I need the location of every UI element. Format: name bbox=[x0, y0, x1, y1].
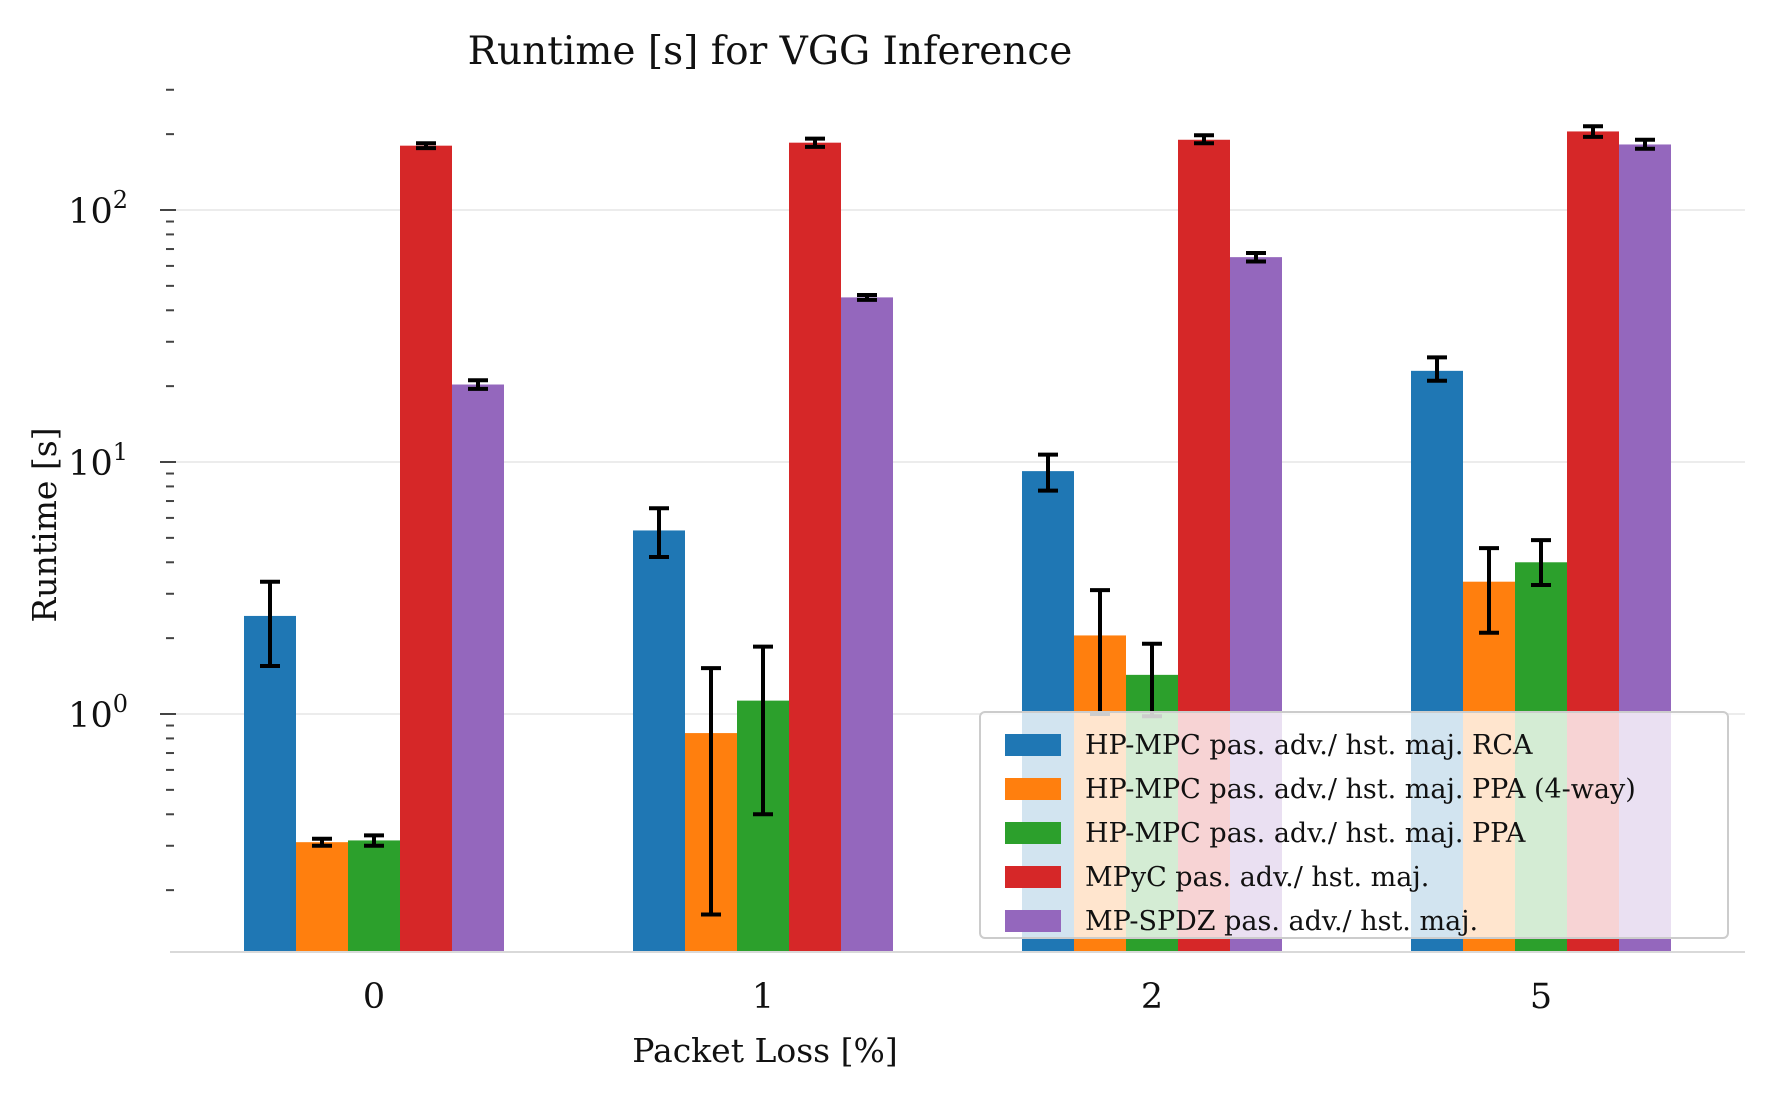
x-tick-label: 1 bbox=[752, 977, 774, 1017]
y-tick-label: 100 bbox=[68, 690, 128, 736]
legend-swatch bbox=[1005, 778, 1061, 800]
bar bbox=[633, 530, 685, 952]
y-axis-ticks: 100 101 102 bbox=[68, 88, 176, 892]
x-tick-label: 5 bbox=[1530, 977, 1552, 1017]
bar bbox=[789, 142, 841, 952]
legend-label: HP-MPC pas. adv./ hst. maj. PPA (4-way) bbox=[1085, 774, 1636, 805]
y-tick-label: 102 bbox=[68, 186, 128, 232]
x-tick-label: 0 bbox=[363, 977, 385, 1017]
y-axis-label: Runtime [s] bbox=[25, 427, 64, 622]
x-tick-label: 2 bbox=[1141, 977, 1163, 1017]
bar bbox=[400, 145, 452, 952]
bar bbox=[841, 297, 893, 952]
legend-label: MPyC pas. adv./ hst. maj. bbox=[1085, 862, 1429, 893]
legend-label: HP-MPC pas. adv./ hst. maj. PPA bbox=[1085, 818, 1526, 849]
legend-label: HP-MPC pas. adv./ hst. maj. RCA bbox=[1085, 730, 1533, 761]
legend-swatch bbox=[1005, 734, 1061, 756]
legend: HP-MPC pas. adv./ hst. maj. RCA HP-MPC pa… bbox=[979, 711, 1729, 939]
legend-swatch bbox=[1005, 910, 1061, 932]
legend-swatch bbox=[1005, 866, 1061, 888]
y-tick-label: 101 bbox=[68, 438, 128, 484]
x-axis-ticks: 0 1 2 5 bbox=[363, 977, 1552, 1017]
legend-label: MP-SPDZ pas. adv./ hst. maj. bbox=[1085, 906, 1478, 937]
legend-swatch bbox=[1005, 822, 1061, 844]
bar bbox=[452, 384, 504, 952]
bar bbox=[244, 615, 296, 952]
x-axis-label: Packet Loss [%] bbox=[632, 1031, 897, 1070]
legend-box bbox=[979, 711, 1729, 939]
bar bbox=[348, 840, 400, 952]
chart-title: Runtime [s] for VGG Inference bbox=[468, 29, 1073, 74]
bar bbox=[296, 842, 348, 952]
